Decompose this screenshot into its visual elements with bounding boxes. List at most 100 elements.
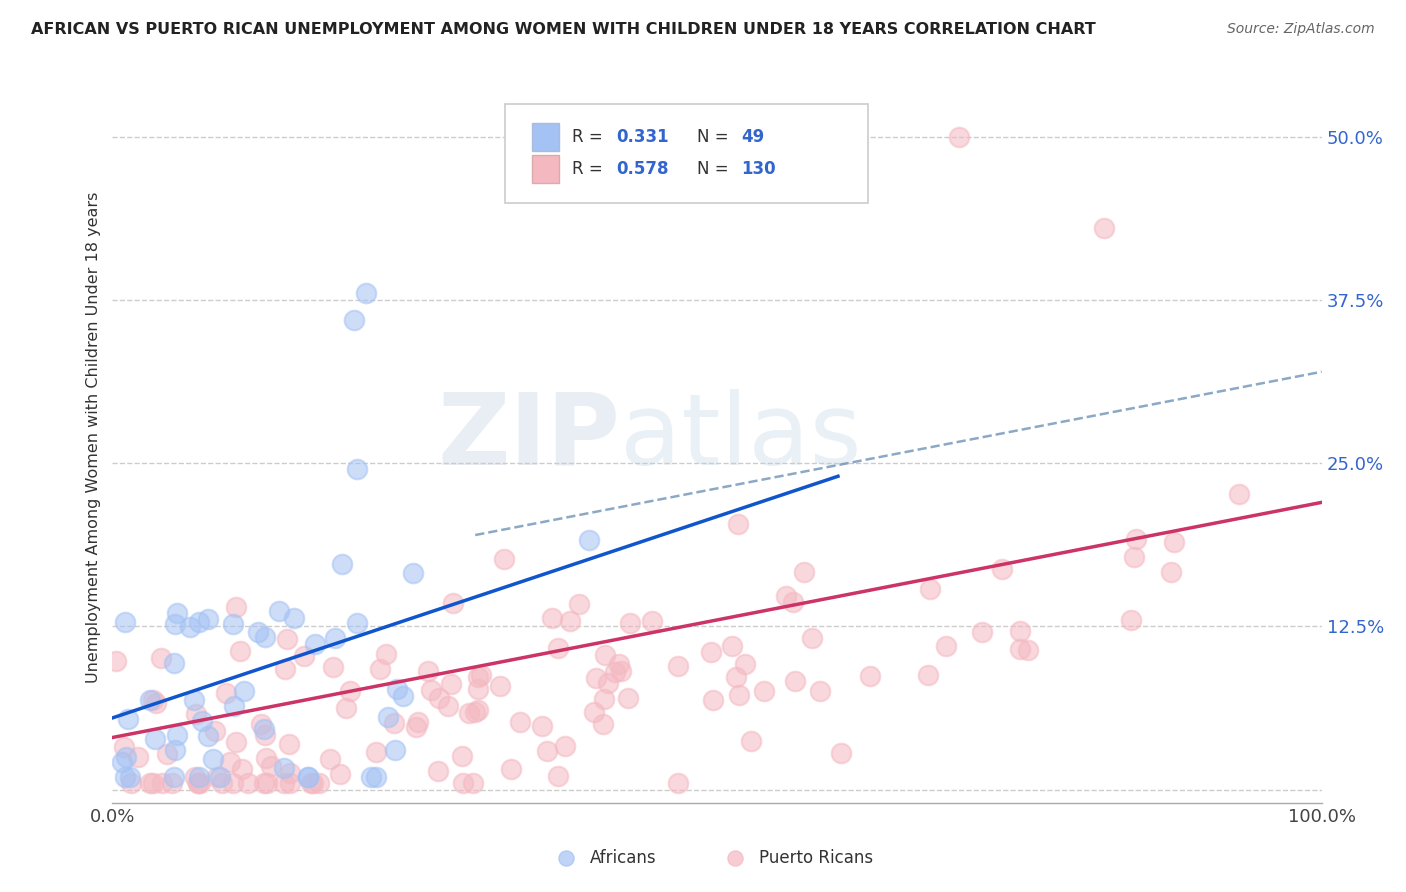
Text: R =: R = bbox=[572, 128, 607, 146]
Point bbox=[702, 693, 724, 707]
Point bbox=[222, 776, 245, 790]
Point bbox=[205, 770, 228, 784]
Point bbox=[1160, 565, 1182, 579]
Point bbox=[583, 705, 606, 719]
Point bbox=[991, 562, 1014, 576]
Point bbox=[593, 691, 616, 706]
Point bbox=[197, 612, 219, 626]
Point bbox=[585, 671, 607, 685]
Point bbox=[188, 776, 211, 790]
Point bbox=[1163, 535, 1185, 549]
Point bbox=[222, 617, 245, 632]
Point bbox=[254, 728, 277, 742]
Point bbox=[224, 699, 246, 714]
Point bbox=[218, 755, 240, 769]
Point bbox=[752, 684, 775, 698]
Point bbox=[160, 776, 183, 790]
Point bbox=[420, 682, 443, 697]
Point bbox=[970, 625, 993, 640]
Point bbox=[509, 714, 531, 729]
Point bbox=[384, 743, 406, 757]
Point bbox=[329, 767, 352, 781]
Point bbox=[1122, 549, 1144, 564]
Point bbox=[302, 776, 325, 790]
Text: Puerto Ricans: Puerto Ricans bbox=[759, 848, 873, 867]
Point bbox=[1008, 642, 1031, 657]
Point bbox=[467, 703, 489, 717]
Point bbox=[112, 739, 135, 754]
Point bbox=[402, 566, 425, 581]
Point bbox=[166, 606, 188, 620]
Point bbox=[641, 614, 664, 628]
Point bbox=[277, 737, 299, 751]
Point bbox=[366, 770, 388, 784]
Point bbox=[225, 599, 247, 614]
Point bbox=[385, 682, 408, 697]
Point bbox=[139, 776, 162, 790]
Point bbox=[536, 743, 558, 757]
Point bbox=[253, 776, 276, 790]
Point bbox=[117, 712, 139, 726]
Point bbox=[554, 880, 576, 892]
Point bbox=[211, 776, 233, 790]
Point bbox=[335, 701, 357, 715]
Point bbox=[392, 689, 415, 703]
Point bbox=[492, 552, 515, 566]
Point bbox=[727, 516, 749, 531]
Point bbox=[666, 658, 689, 673]
Point bbox=[734, 657, 756, 672]
Bar bbox=[531, 154, 558, 183]
Point bbox=[319, 752, 342, 766]
Point bbox=[457, 706, 479, 721]
Point bbox=[467, 670, 489, 684]
Point bbox=[145, 697, 167, 711]
Point bbox=[603, 665, 626, 680]
Point bbox=[233, 684, 256, 698]
Point bbox=[775, 589, 797, 603]
Point bbox=[283, 611, 305, 625]
Point bbox=[273, 776, 295, 790]
Point bbox=[187, 776, 209, 790]
Point bbox=[935, 640, 957, 654]
Point bbox=[1125, 532, 1147, 546]
Point bbox=[721, 639, 744, 653]
Point bbox=[531, 719, 554, 733]
Point bbox=[377, 709, 399, 723]
Point bbox=[800, 631, 823, 645]
Point bbox=[190, 714, 212, 728]
Point bbox=[188, 770, 211, 784]
Point bbox=[120, 770, 142, 784]
Point bbox=[666, 776, 689, 790]
Point bbox=[617, 690, 640, 705]
Text: Africans: Africans bbox=[591, 848, 657, 867]
Point bbox=[322, 660, 344, 674]
Bar bbox=[531, 123, 558, 151]
Point bbox=[360, 770, 382, 784]
Point bbox=[163, 770, 186, 784]
Point bbox=[489, 679, 512, 693]
Point bbox=[184, 770, 207, 784]
Point bbox=[297, 770, 319, 784]
Point bbox=[451, 776, 474, 790]
Point bbox=[724, 880, 747, 892]
Point bbox=[830, 746, 852, 760]
Point bbox=[197, 729, 219, 743]
Point bbox=[1227, 487, 1250, 501]
Point bbox=[179, 619, 201, 633]
Point bbox=[150, 776, 173, 790]
Point bbox=[725, 670, 748, 684]
Point bbox=[547, 769, 569, 783]
Point bbox=[276, 632, 298, 646]
Point bbox=[467, 681, 489, 696]
Point bbox=[231, 762, 253, 776]
Text: 0.331: 0.331 bbox=[617, 128, 669, 146]
Point bbox=[499, 762, 522, 776]
Point bbox=[254, 630, 277, 644]
Point bbox=[163, 743, 186, 757]
Point bbox=[406, 715, 429, 730]
Point bbox=[593, 648, 616, 663]
Point bbox=[368, 663, 391, 677]
Text: Source: ZipAtlas.com: Source: ZipAtlas.com bbox=[1227, 22, 1375, 37]
Point bbox=[236, 776, 259, 790]
Point bbox=[859, 669, 882, 683]
